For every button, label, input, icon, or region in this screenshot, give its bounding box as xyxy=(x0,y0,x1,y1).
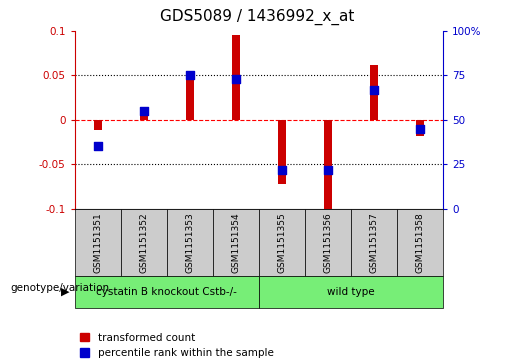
Text: ▶: ▶ xyxy=(61,287,70,297)
Text: GSM1151356: GSM1151356 xyxy=(323,212,332,273)
Point xyxy=(278,167,286,172)
Text: GSM1151358: GSM1151358 xyxy=(416,212,424,273)
Point xyxy=(370,87,378,93)
Text: GSM1151351: GSM1151351 xyxy=(93,212,102,273)
Bar xyxy=(370,65,378,120)
Bar xyxy=(185,74,194,120)
Text: wild type: wild type xyxy=(327,287,374,297)
Text: GSM1151354: GSM1151354 xyxy=(231,212,241,273)
Text: GSM1151357: GSM1151357 xyxy=(369,212,379,273)
Point xyxy=(140,108,148,114)
Point xyxy=(324,167,332,172)
Text: GSM1151355: GSM1151355 xyxy=(277,212,286,273)
Text: cystatin B knockout Cstb-/-: cystatin B knockout Cstb-/- xyxy=(96,287,237,297)
Point xyxy=(185,72,194,78)
Text: GDS5089 / 1436992_x_at: GDS5089 / 1436992_x_at xyxy=(160,9,355,25)
Bar xyxy=(94,120,102,130)
Bar xyxy=(416,120,424,136)
Point xyxy=(416,126,424,131)
Bar xyxy=(278,120,286,184)
Text: GSM1151352: GSM1151352 xyxy=(139,212,148,273)
Point xyxy=(94,143,102,150)
Text: GSM1151353: GSM1151353 xyxy=(185,212,194,273)
Bar xyxy=(324,120,332,211)
Point xyxy=(232,76,240,82)
Bar xyxy=(232,35,240,120)
Bar xyxy=(140,115,148,120)
Text: genotype/variation: genotype/variation xyxy=(10,283,109,293)
Legend: transformed count, percentile rank within the sample: transformed count, percentile rank withi… xyxy=(80,333,273,358)
